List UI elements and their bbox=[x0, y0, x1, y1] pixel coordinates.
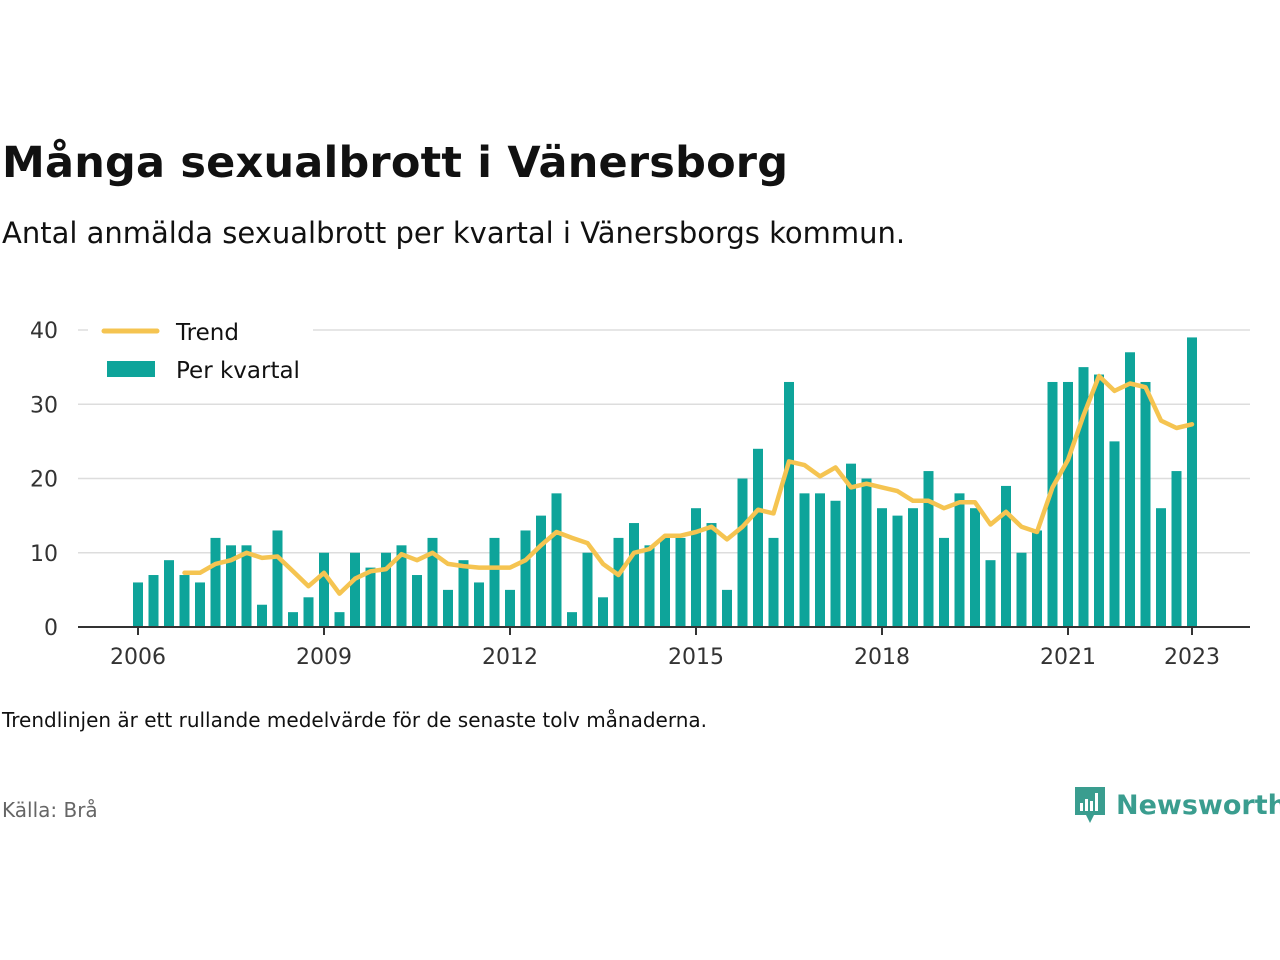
y-tick-label: 20 bbox=[30, 468, 58, 493]
bar bbox=[737, 478, 748, 627]
bar bbox=[985, 560, 996, 627]
legend-trend-label: Trend bbox=[175, 320, 239, 346]
legend: Trend Per kvartal bbox=[88, 308, 313, 396]
axes: 0 10 20 30 40 2006 2009 2012 2015 2018 2021 2023 bbox=[30, 319, 1250, 670]
bar bbox=[303, 597, 314, 627]
bar bbox=[365, 567, 376, 627]
x-tick-label: 2023 bbox=[1164, 645, 1220, 670]
bar bbox=[179, 575, 190, 627]
bar bbox=[257, 604, 267, 627]
bar bbox=[939, 537, 949, 627]
x-tick-label: 2015 bbox=[668, 645, 724, 670]
bar bbox=[148, 575, 159, 627]
bar bbox=[753, 448, 763, 627]
bar bbox=[1109, 441, 1120, 627]
bar bbox=[319, 552, 329, 627]
bar bbox=[660, 537, 670, 627]
bar bbox=[613, 537, 624, 627]
x-tick-label: 2009 bbox=[296, 645, 352, 670]
bar bbox=[846, 463, 856, 627]
bar-line-chart: 0 10 20 30 40 2006 2009 2012 2015 2018 2021 2023 Tr… bbox=[30, 308, 1250, 670]
chart-title: Många sexualbrott i Vänersborg bbox=[2, 138, 789, 188]
bar bbox=[381, 552, 391, 627]
bar bbox=[1032, 530, 1042, 627]
bar bbox=[427, 537, 438, 627]
bar bbox=[1187, 337, 1197, 627]
bar bbox=[675, 537, 686, 627]
y-tick-label: 30 bbox=[30, 393, 58, 418]
bar bbox=[133, 582, 143, 627]
legend-bar-label: Per kvartal bbox=[176, 358, 300, 384]
bar bbox=[164, 560, 174, 627]
y-tick-label: 0 bbox=[44, 616, 58, 641]
bar bbox=[861, 478, 872, 627]
newsworthy-logo: Newsworthy bbox=[1072, 784, 1280, 826]
bar bbox=[1016, 552, 1027, 627]
bar bbox=[1063, 381, 1073, 627]
bar bbox=[1140, 381, 1151, 627]
bar bbox=[830, 500, 841, 627]
bar bbox=[1125, 352, 1135, 627]
x-tick-label: 2006 bbox=[110, 645, 166, 670]
source-text: Källa: Brå bbox=[2, 798, 98, 822]
bar bbox=[288, 612, 298, 627]
bar bbox=[691, 508, 701, 627]
y-tick-label: 40 bbox=[30, 319, 58, 344]
bar bbox=[272, 530, 283, 627]
bar bbox=[458, 560, 469, 627]
bar bbox=[474, 582, 484, 627]
bar bbox=[551, 493, 562, 627]
bar bbox=[334, 612, 345, 627]
bar bbox=[877, 508, 887, 627]
bars-group bbox=[133, 337, 1197, 627]
legend-bar-swatch bbox=[107, 361, 155, 377]
bar bbox=[722, 589, 732, 627]
bar bbox=[210, 537, 221, 627]
newsworthy-icon bbox=[1075, 787, 1105, 823]
bar bbox=[706, 523, 717, 627]
bar bbox=[1078, 367, 1089, 627]
bar bbox=[1094, 374, 1104, 627]
bar bbox=[799, 493, 810, 627]
bar bbox=[598, 597, 608, 627]
legend-background bbox=[88, 308, 313, 396]
bar bbox=[970, 508, 980, 627]
bar bbox=[784, 381, 794, 627]
bar bbox=[954, 493, 965, 627]
bar bbox=[505, 589, 515, 627]
bar bbox=[241, 545, 252, 627]
bar bbox=[582, 552, 593, 627]
trend-group bbox=[182, 373, 1195, 596]
bar bbox=[1047, 381, 1058, 627]
bar bbox=[396, 545, 407, 627]
bar bbox=[923, 471, 934, 627]
bar bbox=[412, 575, 422, 627]
footnote: Trendlinjen är ett rullande medelvärde f… bbox=[2, 708, 708, 732]
bar bbox=[629, 523, 639, 627]
bar bbox=[1156, 508, 1166, 627]
y-tick-label: 10 bbox=[30, 542, 58, 567]
x-tick-label: 2018 bbox=[854, 645, 910, 670]
bar bbox=[195, 582, 205, 627]
bar bbox=[908, 508, 918, 627]
chart-subtitle: Antal anmälda sexualbrott per kvartal i … bbox=[2, 216, 906, 250]
bar bbox=[768, 537, 779, 627]
trend-line bbox=[182, 373, 1195, 596]
bar bbox=[226, 545, 236, 627]
bar bbox=[536, 515, 546, 627]
bar bbox=[1001, 485, 1011, 627]
bar bbox=[350, 552, 360, 627]
bar bbox=[443, 589, 453, 627]
x-tick-label: 2012 bbox=[482, 645, 538, 670]
bar bbox=[489, 537, 500, 627]
brand-name: Newsworthy bbox=[1116, 789, 1280, 821]
x-tick-label: 2021 bbox=[1040, 645, 1096, 670]
bar bbox=[567, 612, 577, 627]
bar bbox=[520, 530, 531, 627]
bar bbox=[892, 515, 903, 627]
bar bbox=[815, 493, 825, 627]
bar bbox=[644, 545, 655, 627]
bar bbox=[1171, 471, 1182, 627]
